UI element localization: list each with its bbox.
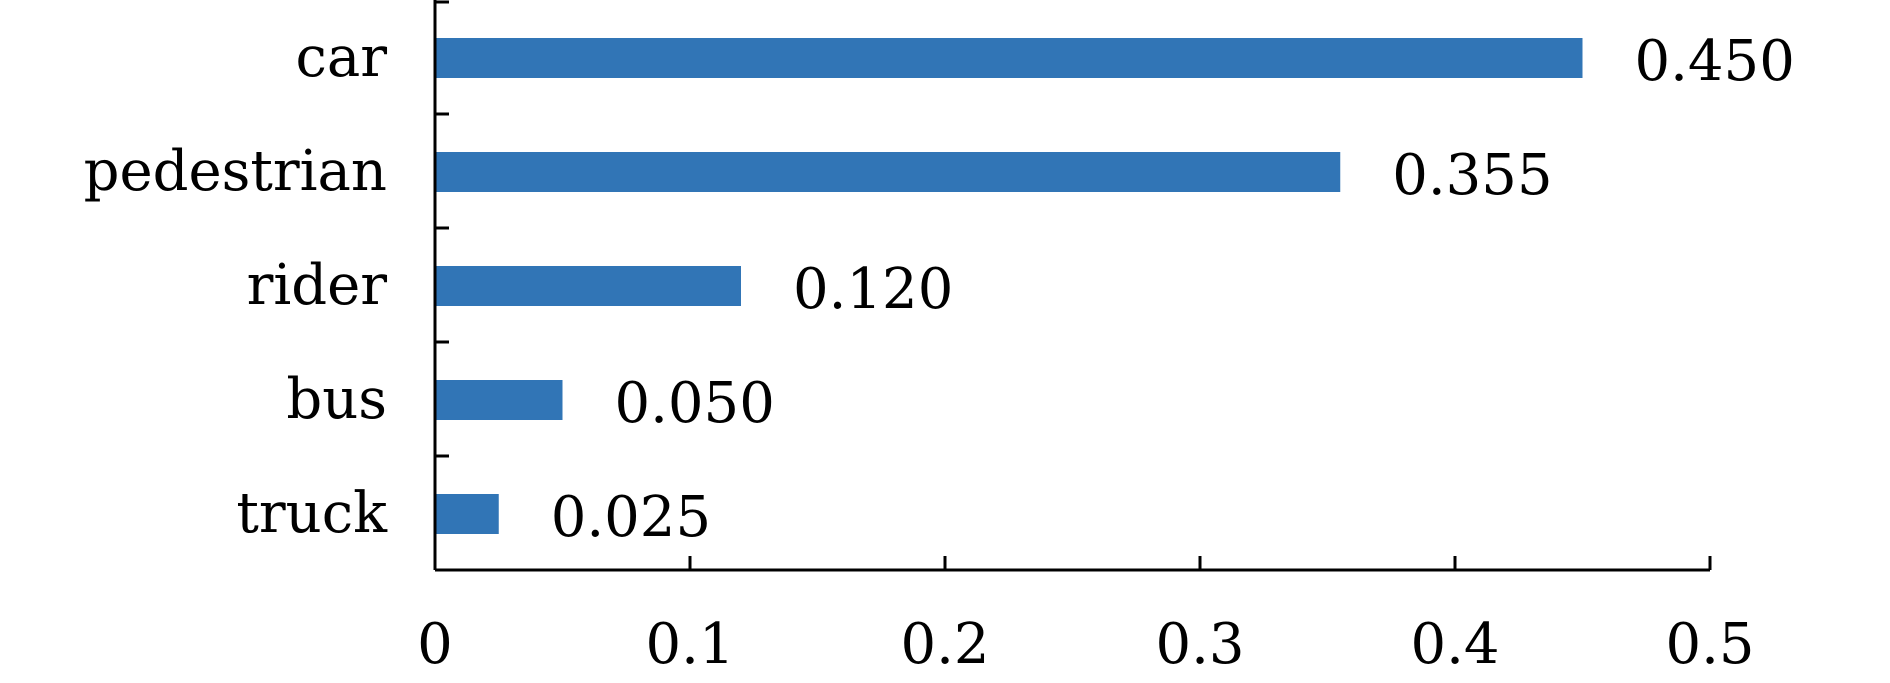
category-label-rider: rider bbox=[247, 253, 388, 318]
bars-layer bbox=[435, 38, 1583, 534]
x-tick-label: 0 bbox=[417, 612, 453, 677]
labels-layer: car 0.450 pedestrian 0.355 rider 0.120 bus 0.05… bbox=[84, 25, 1795, 677]
bar-car bbox=[435, 38, 1583, 78]
x-tick-label: 0.4 bbox=[1410, 612, 1499, 677]
category-label-truck: truck bbox=[236, 481, 388, 546]
category-label-car: car bbox=[295, 25, 387, 90]
x-tick-label: 0.2 bbox=[900, 612, 989, 677]
bar-rider bbox=[435, 266, 741, 306]
axes-layer bbox=[433, 0, 1710, 572]
x-tick-label: 0.1 bbox=[645, 612, 734, 677]
value-label-rider: 0.120 bbox=[793, 257, 953, 322]
bar-bus bbox=[435, 380, 563, 420]
category-label-pedestrian: pedestrian bbox=[84, 139, 387, 204]
x-tick-label: 0.3 bbox=[1155, 612, 1244, 677]
x-tick-label: 0.5 bbox=[1665, 612, 1754, 677]
value-label-pedestrian: 0.355 bbox=[1392, 143, 1552, 208]
value-label-truck: 0.025 bbox=[551, 485, 711, 550]
value-label-bus: 0.050 bbox=[615, 371, 775, 436]
bar-truck bbox=[435, 494, 499, 534]
category-label-bus: bus bbox=[286, 367, 387, 432]
bar-pedestrian bbox=[435, 152, 1341, 192]
value-label-car: 0.450 bbox=[1635, 29, 1795, 94]
